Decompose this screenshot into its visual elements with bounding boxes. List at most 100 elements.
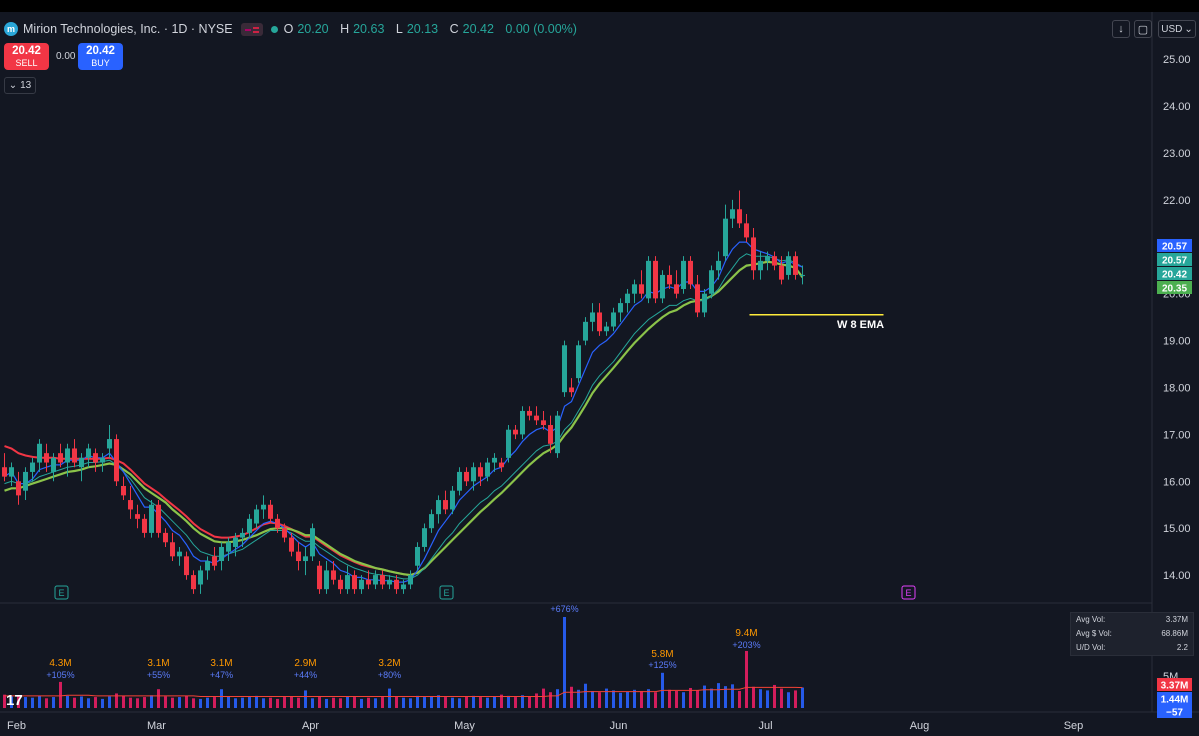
candle <box>100 457 105 463</box>
price-tick-label: 18.00 <box>1163 383 1191 395</box>
earnings-marker <box>901 585 916 600</box>
candle <box>646 260 651 299</box>
candle <box>478 467 483 477</box>
candle <box>163 532 168 543</box>
volume-bar <box>500 694 503 708</box>
tradingview-logo: 17 <box>6 692 23 709</box>
annotation: W 8 EMA E E E <box>54 314 916 600</box>
volume-bar <box>220 689 223 708</box>
price-tick-label: 14.00 <box>1163 570 1191 582</box>
volume-spike-pct: +55% <box>147 670 170 680</box>
volume-bar <box>570 686 573 708</box>
earnings-marker <box>439 585 454 600</box>
volume-spike-value: 3.1M <box>210 658 232 669</box>
candle <box>352 575 357 590</box>
currency-select[interactable]: USD ⌄ <box>1158 20 1196 38</box>
volume-bar <box>598 692 601 708</box>
volume-bar <box>563 617 566 708</box>
candle <box>758 260 763 271</box>
volume-bar <box>150 695 153 708</box>
volume-bar <box>360 698 363 708</box>
volume-spike-value: 3.2M <box>378 658 400 669</box>
volume-bar <box>269 697 272 708</box>
volume-bar <box>633 689 636 708</box>
volume-bar <box>3 694 6 708</box>
candle <box>23 471 28 491</box>
volume-bar <box>115 693 118 708</box>
volume-spike-value: 9.4M <box>735 628 757 639</box>
download-icon[interactable]: ↓ <box>1112 20 1130 38</box>
volume-bar <box>234 698 237 708</box>
volume-bar <box>52 697 55 708</box>
volume-bar <box>717 683 720 708</box>
price-tick-label: 19.00 <box>1163 336 1191 348</box>
volume-badge-label: 1.44M <box>1161 695 1189 706</box>
visibility-toggle-icon[interactable] <box>240 22 263 36</box>
price-chart[interactable]: 4.3M+105%3.1M+55%3.1M+47%2.9M+44%3.2M+80… <box>0 12 1199 736</box>
volume-bar <box>409 698 412 708</box>
volume-bar <box>780 688 783 708</box>
market-status-dot <box>270 25 278 33</box>
fullscreen-icon[interactable]: ▢ <box>1134 20 1152 38</box>
volume-bar <box>45 698 48 708</box>
indicators-toggle-button[interactable]: ⌄ 13 <box>4 77 36 94</box>
volume-bar <box>66 695 69 708</box>
volume-bar <box>479 697 482 708</box>
volume-bar <box>521 695 524 708</box>
volume-stats-box: Avg Vol: 3.37M Avg $ Vol: 68.86M U/D Vol: 2… <box>1070 612 1194 656</box>
volume-bar <box>255 695 258 708</box>
candle <box>471 467 476 482</box>
candle <box>345 575 350 590</box>
candle <box>205 561 210 571</box>
candle <box>282 528 287 538</box>
candle <box>562 345 567 393</box>
volume-bar <box>458 698 461 708</box>
buy-button[interactable]: 20.42 BUY <box>78 43 123 70</box>
candle <box>79 457 84 468</box>
volume-bar <box>129 697 132 708</box>
candle <box>107 439 112 449</box>
candle <box>135 514 140 519</box>
symbol-title[interactable]: Mirion Technologies, Inc. · 1D · NYSE <box>23 22 233 36</box>
candle <box>597 312 602 332</box>
volume-bar <box>759 689 762 708</box>
volume-bar <box>395 696 398 708</box>
volume-bar <box>773 684 776 708</box>
volume-bar <box>486 697 489 708</box>
time-tick-label: Mar <box>147 720 166 732</box>
time-tick-label: Sep <box>1064 720 1084 732</box>
volume-bar <box>493 696 496 708</box>
volume-bar <box>682 692 685 708</box>
candle <box>415 546 420 566</box>
price-tick-label: 15.00 <box>1163 523 1191 535</box>
chevron-down-icon: ⌄ <box>8 80 18 91</box>
volume-bar <box>619 692 622 708</box>
candle <box>737 209 742 224</box>
volume-badge-label: 3.37M <box>1161 681 1189 692</box>
volume-bar <box>507 695 510 708</box>
candle <box>198 570 203 585</box>
volume-badge <box>1157 678 1192 691</box>
volume-bar <box>535 693 538 708</box>
stat-value: 68.86M <box>1161 629 1188 638</box>
candle <box>373 575 378 585</box>
candle <box>695 284 700 313</box>
candle <box>534 415 539 421</box>
volume-bar <box>136 698 139 708</box>
candle <box>541 420 546 426</box>
candle <box>576 345 581 379</box>
candle <box>513 429 518 435</box>
volume-bar <box>346 696 349 708</box>
candles <box>2 190 805 594</box>
candle <box>2 467 7 477</box>
candle <box>296 551 301 562</box>
symbol-logo: m <box>4 22 18 36</box>
sell-button[interactable]: 20.42 SELL <box>4 43 49 70</box>
candle <box>625 293 630 304</box>
candle <box>359 579 364 590</box>
stat-label: Avg $ Vol: <box>1076 629 1112 638</box>
candle <box>114 439 119 482</box>
volume-bar <box>465 696 468 708</box>
volume-bar <box>108 696 111 708</box>
volume-bar <box>17 695 20 708</box>
